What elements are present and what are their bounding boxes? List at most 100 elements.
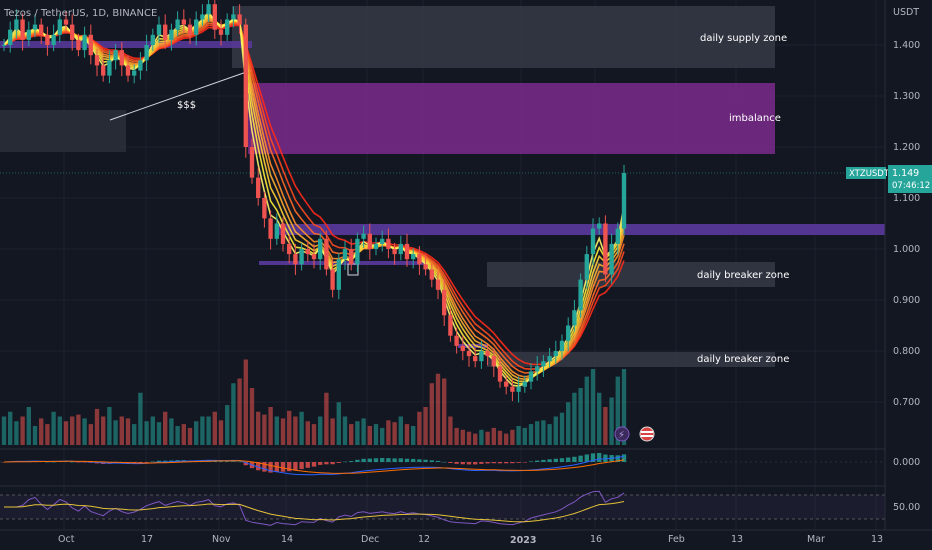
volume-bar: [57, 416, 62, 445]
macd-histogram-bar: [454, 462, 459, 464]
resistance-band[interactable]: [278, 224, 886, 235]
volume-bar: [621, 369, 627, 445]
volume-bar: [26, 407, 31, 445]
candle-body: [268, 218, 273, 239]
volume-bar: [125, 418, 131, 445]
candle-body: [107, 60, 112, 76]
volume-bar: [373, 424, 379, 445]
candle-body: [256, 177, 261, 198]
candle-body: [361, 233, 366, 239]
candle-body: [20, 19, 25, 40]
macd-histogram-bar: [330, 462, 335, 465]
macd-histogram-bar: [466, 462, 472, 465]
candle-body: [119, 50, 124, 66]
candle-body: [8, 29, 13, 45]
macd-histogram-bar: [541, 459, 546, 462]
time-tick: 14: [281, 534, 293, 545]
volume-bar: [138, 392, 143, 445]
volume-bar: [212, 411, 217, 445]
volume-bar: [293, 416, 298, 445]
imbalance-zone[interactable]: [248, 83, 775, 154]
macd-histogram-bar: [293, 462, 298, 471]
candle-body: [187, 24, 193, 35]
macd-histogram-bar: [522, 462, 527, 463]
candle-body: [435, 279, 441, 290]
volume-bar: [349, 424, 354, 445]
candle-body: [125, 65, 131, 76]
macd-histogram-bar: [566, 457, 571, 462]
us-flag-stripe: [641, 435, 653, 437]
volume-bar: [225, 405, 230, 445]
candle-body: [429, 269, 434, 280]
price-tick: 0.700: [893, 397, 920, 408]
candle-body: [442, 289, 447, 316]
candle-body: [249, 147, 255, 178]
candle-body: [473, 356, 478, 362]
supply-zone[interactable]: [232, 6, 775, 68]
candle-body: [355, 238, 360, 265]
macd-histogram-bar: [218, 461, 224, 462]
price-tick: 1.300: [893, 91, 920, 102]
lightning-event-icon[interactable]: [614, 426, 630, 442]
volume-bar: [88, 424, 93, 445]
macd-histogram-bar: [268, 462, 273, 473]
candles: [1, 0, 627, 403]
volume-bar: [528, 424, 534, 445]
time-tick: Mar: [807, 534, 825, 545]
candle-body: [510, 386, 515, 392]
volume-bar: [615, 376, 620, 445]
time-tick: 13: [731, 534, 743, 545]
candle-body: [603, 223, 608, 275]
volume-bar: [485, 431, 490, 445]
macd-histogram-bar: [423, 459, 428, 462]
volume-bar: [435, 373, 441, 445]
time-tick: Feb: [668, 534, 685, 545]
macd-histogram-bar: [380, 458, 385, 462]
candle-body: [373, 243, 379, 249]
time-tick: 12: [418, 534, 430, 545]
macd-histogram-bar: [392, 458, 397, 462]
volume-bar: [243, 359, 248, 445]
volume-bar: [572, 392, 577, 445]
volume-bar: [355, 421, 360, 445]
us-flag-event-icon[interactable]: [639, 426, 655, 442]
macd-histogram-bar: [435, 460, 441, 462]
time-axis[interactable]: Oct 17 Nov 14 Dec 12 2023 16 Feb 13 Mar …: [0, 529, 932, 546]
candle-body: [88, 34, 93, 56]
candle-body: [448, 315, 453, 336]
macd-histogram-bar: [621, 454, 627, 462]
candle-body: [367, 233, 372, 249]
candle-body: [57, 19, 62, 35]
candle-body: [293, 254, 298, 265]
candle-body: [169, 29, 174, 40]
price-axis[interactable]: USDT 1.400 1.300 1.200 1.100 1.000 0.900…: [884, 0, 932, 530]
volume-bar: [206, 416, 211, 445]
volume-bar: [20, 416, 25, 445]
candle-body: [584, 254, 589, 280]
breaker-zone-1[interactable]: [487, 262, 775, 287]
volume-bar: [39, 418, 44, 445]
volume-bar: [311, 424, 317, 445]
liquidity-trendline[interactable]: [109, 69, 253, 121]
volume-bar: [497, 430, 503, 445]
price-tag-countdown: 07:46:12: [892, 181, 930, 191]
macd-histogram-bar: [76, 462, 81, 463]
volume-bar: [380, 427, 385, 445]
volume-bar: [423, 407, 428, 445]
candle-body: [299, 249, 304, 265]
macd-histogram-bar: [429, 460, 434, 462]
volume-bar: [442, 378, 447, 445]
volume-bar: [448, 416, 453, 445]
candle-body: [541, 361, 546, 367]
candle-body: [231, 14, 236, 20]
macd-histogram-bar: [553, 458, 558, 462]
volume-bar: [330, 418, 335, 445]
volume-bar: [70, 416, 75, 445]
volume-bar: [119, 416, 124, 445]
volume-bar: [150, 416, 155, 445]
candle-body: [572, 310, 577, 326]
macd-histogram-bar: [460, 462, 465, 465]
macd-histogram-bar: [590, 453, 596, 462]
symbol-title[interactable]: Tezos / TetherUS, 1D, BINANCE: [4, 8, 158, 19]
